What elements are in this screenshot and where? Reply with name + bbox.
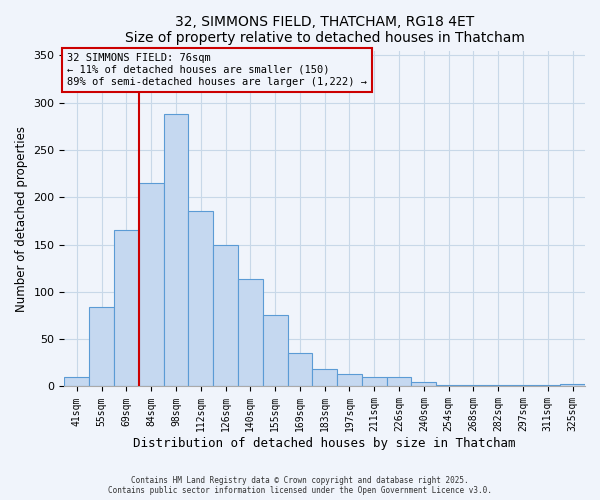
Bar [139, 183, 164, 386]
Bar [386, 377, 412, 386]
Bar [560, 384, 585, 386]
Bar [461, 384, 486, 386]
Bar [64, 377, 89, 386]
Bar [436, 384, 461, 386]
Bar [263, 314, 287, 386]
Bar [164, 114, 188, 386]
Bar [114, 230, 139, 386]
Bar [362, 377, 386, 386]
X-axis label: Distribution of detached houses by size in Thatcham: Distribution of detached houses by size … [133, 437, 516, 450]
Bar [486, 384, 511, 386]
Bar [188, 212, 213, 386]
Bar [412, 382, 436, 386]
Title: 32, SIMMONS FIELD, THATCHAM, RG18 4ET
Size of property relative to detached hous: 32, SIMMONS FIELD, THATCHAM, RG18 4ET Si… [125, 15, 524, 45]
Bar [337, 374, 362, 386]
Bar [213, 244, 238, 386]
Text: Contains HM Land Registry data © Crown copyright and database right 2025.
Contai: Contains HM Land Registry data © Crown c… [108, 476, 492, 495]
Bar [535, 384, 560, 386]
Bar [89, 307, 114, 386]
Bar [238, 278, 263, 386]
Y-axis label: Number of detached properties: Number of detached properties [15, 126, 28, 312]
Bar [313, 370, 337, 386]
Bar [287, 354, 313, 386]
Bar [511, 384, 535, 386]
Text: 32 SIMMONS FIELD: 76sqm
← 11% of detached houses are smaller (150)
89% of semi-d: 32 SIMMONS FIELD: 76sqm ← 11% of detache… [67, 54, 367, 86]
